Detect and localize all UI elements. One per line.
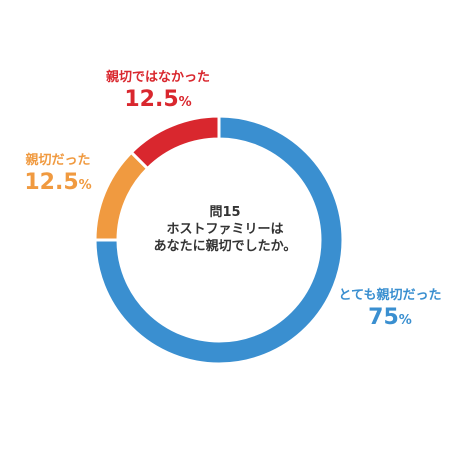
slice-label-value: 12.5%: [24, 170, 92, 195]
slice-label-kind: 親切だった 12.5%: [8, 153, 108, 200]
donut-slice: [129, 114, 221, 171]
slice-label-very-kind: とても親切だった 75%: [330, 288, 450, 335]
slice-label-not-kind: 親切ではなかった 12.5%: [88, 70, 228, 117]
slice-label-name: とても親切だった: [338, 288, 442, 303]
slice-label-value: 75%: [368, 305, 412, 330]
slice-label-name: 親切ではなかった: [105, 70, 210, 85]
chart-title: 問15 ホストファミリーは あなたに親切でしたか。: [153, 205, 297, 254]
slice-label-name: 親切だった: [25, 153, 91, 168]
donut-slice: [93, 114, 345, 366]
slice-label-value: 12.5%: [124, 87, 192, 112]
